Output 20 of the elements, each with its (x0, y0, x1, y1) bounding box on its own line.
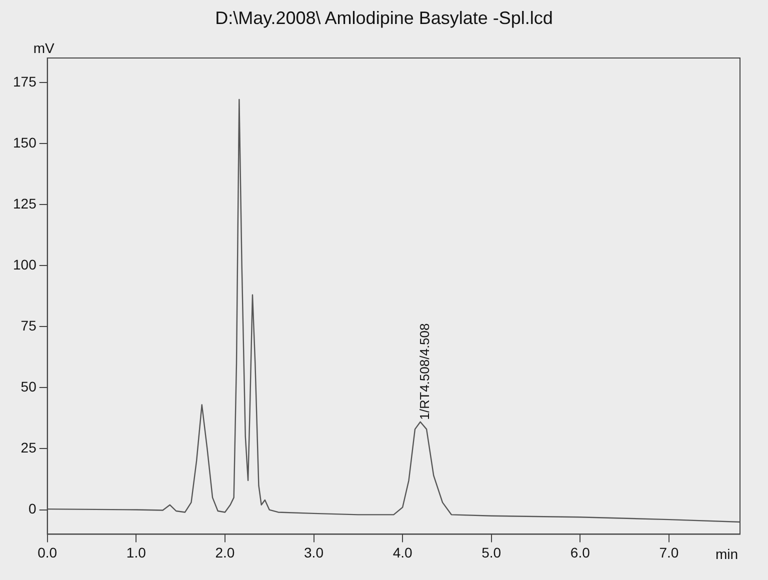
annotation: 1/RT4.508/4.508 (416, 323, 432, 420)
y-tick-label: 50 (20, 378, 37, 395)
y-tick-label: 125 (13, 195, 37, 212)
x-tick-label: 0.0 (38, 544, 58, 560)
x-tick-label: 6.0 (570, 544, 590, 560)
x-axis-title: min (715, 546, 738, 562)
x-tick-label: 4.0 (392, 544, 412, 560)
y-tick-label: 75 (20, 317, 37, 334)
y-tick-label: 25 (20, 440, 37, 456)
y-tick-label: 150 (13, 134, 37, 150)
x-tick-label: 3.0 (304, 544, 324, 560)
y-tick-label: 100 (13, 256, 37, 272)
x-tick-label: 5.0 (482, 544, 502, 560)
chart-title: D:\May.2008\ Amlodipine Basylate -Spl.lcd (214, 8, 554, 29)
y-tick-label: 175 (13, 73, 37, 90)
y-tick-label: 0 (28, 500, 37, 517)
y-axis-title: mV (33, 40, 56, 56)
x-tick-label: 1.0 (126, 544, 146, 560)
x-tick-label: 7.0 (659, 544, 679, 560)
x-tick-label: 2.0 (215, 544, 235, 560)
